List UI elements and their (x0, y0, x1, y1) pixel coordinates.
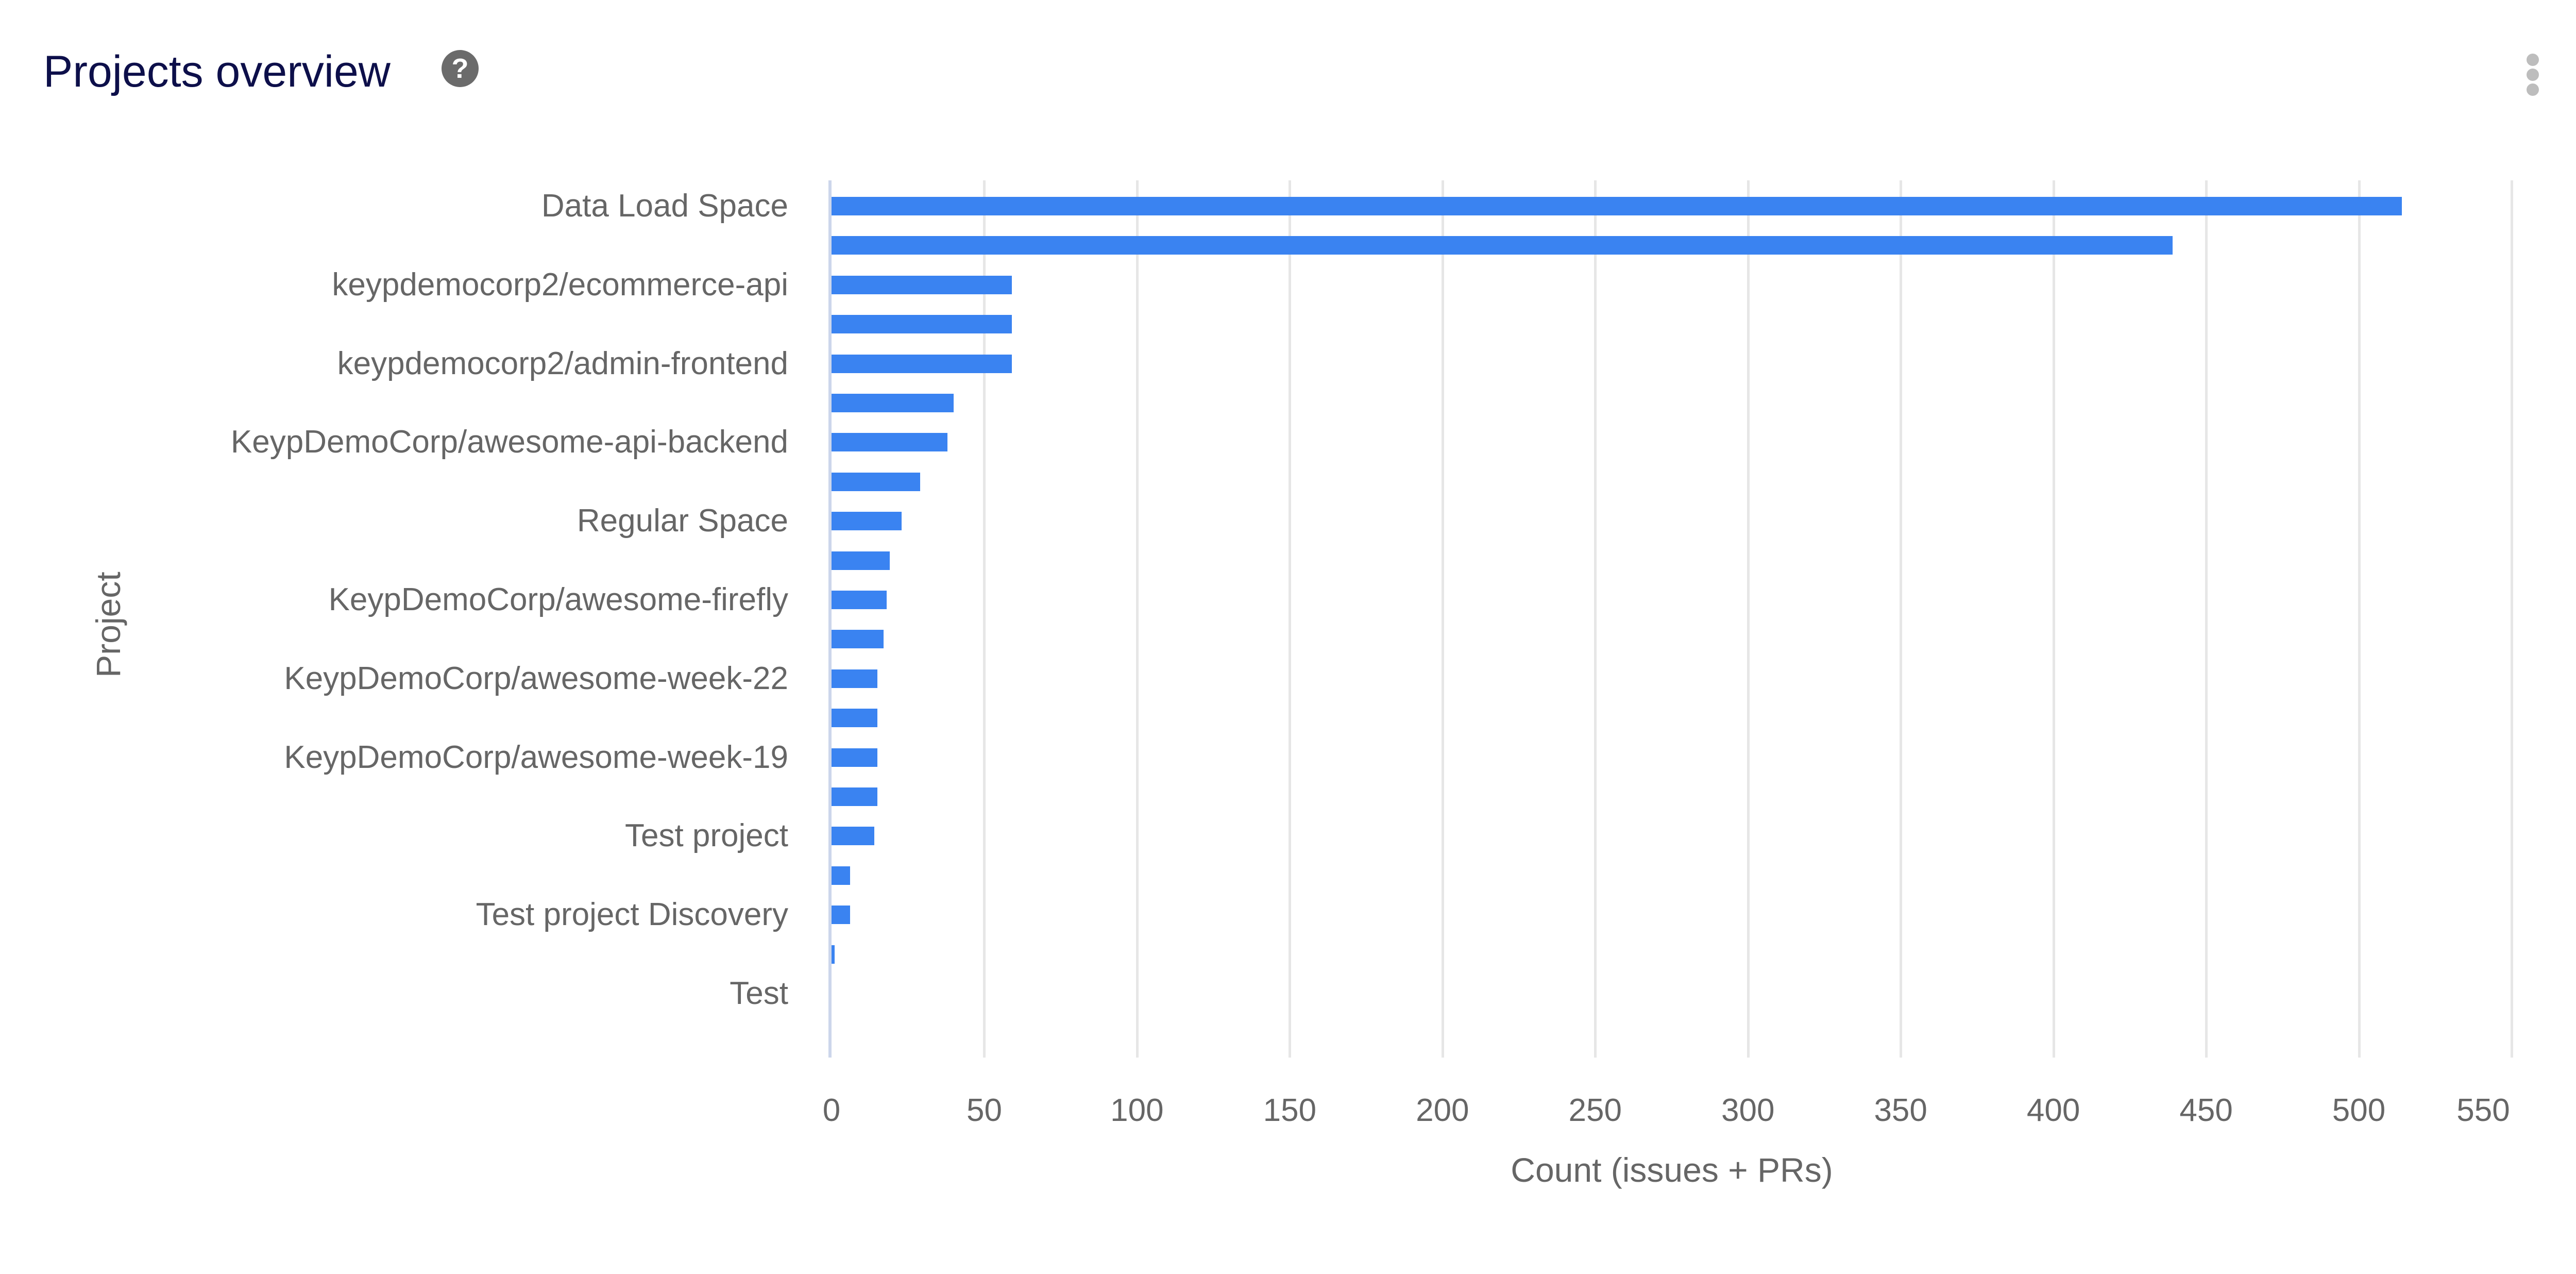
category-label: KeypDemoCorp/awesome-api-backend (230, 424, 788, 460)
x-tick-label: 100 (1110, 1093, 1164, 1128)
bar[interactable] (832, 236, 2173, 255)
help-icon[interactable]: ? (442, 50, 479, 87)
bar[interactable] (832, 512, 902, 531)
gridline (983, 180, 986, 1058)
category-label: Regular Space (577, 503, 788, 539)
x-tick-label: 250 (1568, 1093, 1622, 1128)
category-label: keypdemocorp2/ecommerce-api (332, 266, 788, 303)
x-axis-title: Count (issues + PRs) (1511, 1151, 1833, 1189)
bar[interactable] (832, 591, 887, 609)
x-tick-label: 550 (2456, 1093, 2510, 1128)
bar[interactable] (832, 866, 850, 885)
category-label: KeypDemoCorp/awesome-firefly (328, 582, 788, 617)
bar[interactable] (832, 394, 954, 412)
category-label: KeypDemoCorp/awesome-week-22 (284, 660, 788, 696)
gridline (2511, 180, 2513, 1058)
gridline (2358, 180, 2361, 1058)
bar[interactable] (832, 669, 877, 688)
bar[interactable] (832, 630, 884, 649)
gridline (2052, 180, 2055, 1058)
category-label: Data Load Space (541, 188, 788, 224)
bar[interactable] (832, 315, 1012, 334)
bar[interactable] (832, 709, 877, 728)
x-tick-label: 350 (1874, 1093, 1927, 1128)
page-title: Projects overview (43, 47, 391, 96)
category-label: Test (730, 976, 788, 1011)
more-options-menu-icon[interactable] (2522, 49, 2543, 101)
category-label: keypdemocorp2/admin-frontend (337, 345, 788, 381)
x-tick-label: 150 (1263, 1093, 1317, 1128)
x-tick-label: 0 (822, 1093, 841, 1128)
category-label: Test project Discovery (476, 897, 788, 933)
gridline (1900, 180, 1903, 1058)
kebab-dot (2527, 54, 2539, 66)
x-tick-label: 300 (1721, 1093, 1775, 1128)
bar[interactable] (832, 748, 877, 767)
plot-area (828, 180, 2513, 1058)
bar[interactable] (832, 354, 1012, 373)
gridline (1136, 180, 1139, 1058)
bar[interactable] (832, 906, 850, 925)
gridline (2205, 180, 2208, 1058)
bar[interactable] (832, 472, 920, 491)
gridline (1289, 180, 1292, 1058)
x-tick-label: 450 (2179, 1093, 2233, 1128)
category-label: KeypDemoCorp/awesome-week-19 (284, 739, 788, 775)
gridline (1747, 180, 1750, 1058)
bar[interactable] (832, 945, 835, 964)
gridline (1441, 180, 1444, 1058)
x-tick-label: 500 (2332, 1093, 2386, 1128)
x-tick-label: 400 (2026, 1093, 2080, 1128)
x-tick-label: 50 (966, 1093, 1002, 1128)
bar[interactable] (832, 827, 874, 846)
bar[interactable] (832, 551, 890, 570)
kebab-dot (2527, 83, 2539, 96)
bar[interactable] (832, 433, 948, 452)
kebab-dot (2527, 69, 2539, 81)
bar[interactable] (832, 197, 2402, 215)
y-axis-title: Project (89, 572, 127, 678)
y-axis-line (828, 180, 832, 1058)
category-label: Test project (624, 818, 788, 854)
bar[interactable] (832, 275, 1012, 294)
x-tick-label: 200 (1416, 1093, 1469, 1128)
gridline (1594, 180, 1597, 1058)
bar[interactable] (832, 787, 877, 806)
